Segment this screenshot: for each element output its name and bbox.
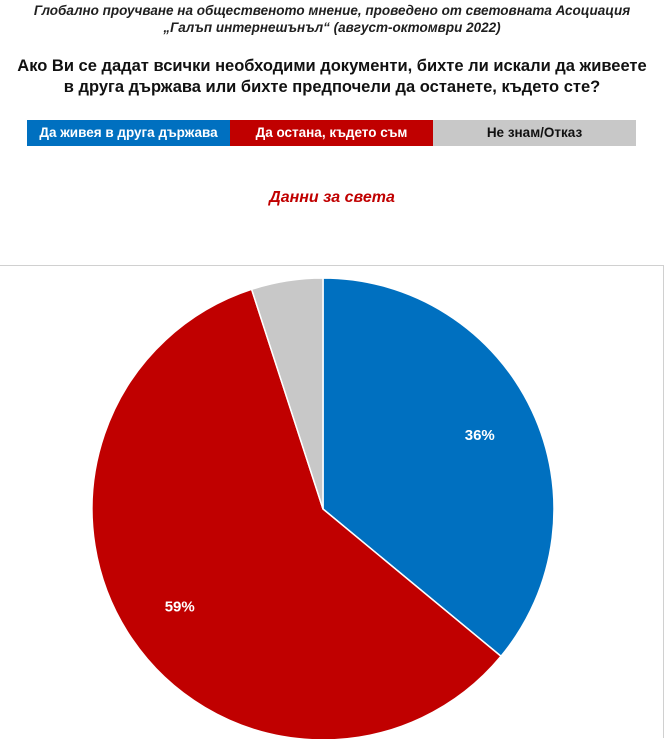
- header-line-1: Глобално проучване на общественото мнени…: [33, 3, 631, 18]
- chart-subtitle: Данни за света: [269, 189, 395, 206]
- legend-item-dont-know: Не знам/Отказ: [433, 120, 636, 146]
- pie-slice-live-abroad: [322, 277, 555, 658]
- pie-slice-stay: [91, 288, 503, 739]
- pie-slice-stay-label: 59%: [165, 598, 195, 615]
- chart-area: 36% 59%: [0, 265, 664, 739]
- question-line-1: Ако Ви се дадат всички необходими докуме…: [17, 57, 647, 75]
- chart-legend: Да живея в друга държава Да остана, къде…: [27, 120, 636, 146]
- survey-source-header: Глобално проучване на общественото мнени…: [0, 2, 664, 36]
- question-title: Ако Ви се дадат всички необходими докуме…: [10, 56, 654, 98]
- header-line-2: „Галъп интернешънъл“ (август-октомври 20…: [163, 20, 501, 35]
- pie-slice-dont-know: [250, 277, 324, 510]
- pie-slice-live-abroad-label: 36%: [465, 427, 495, 444]
- legend-item-stay: Да остана, където съм: [230, 120, 433, 146]
- question-line-2: в друга държава или бихте предпочели да …: [63, 78, 601, 96]
- pie-chart: 36% 59%: [91, 277, 555, 739]
- legend-item-live-abroad: Да живея в друга държава: [27, 120, 230, 146]
